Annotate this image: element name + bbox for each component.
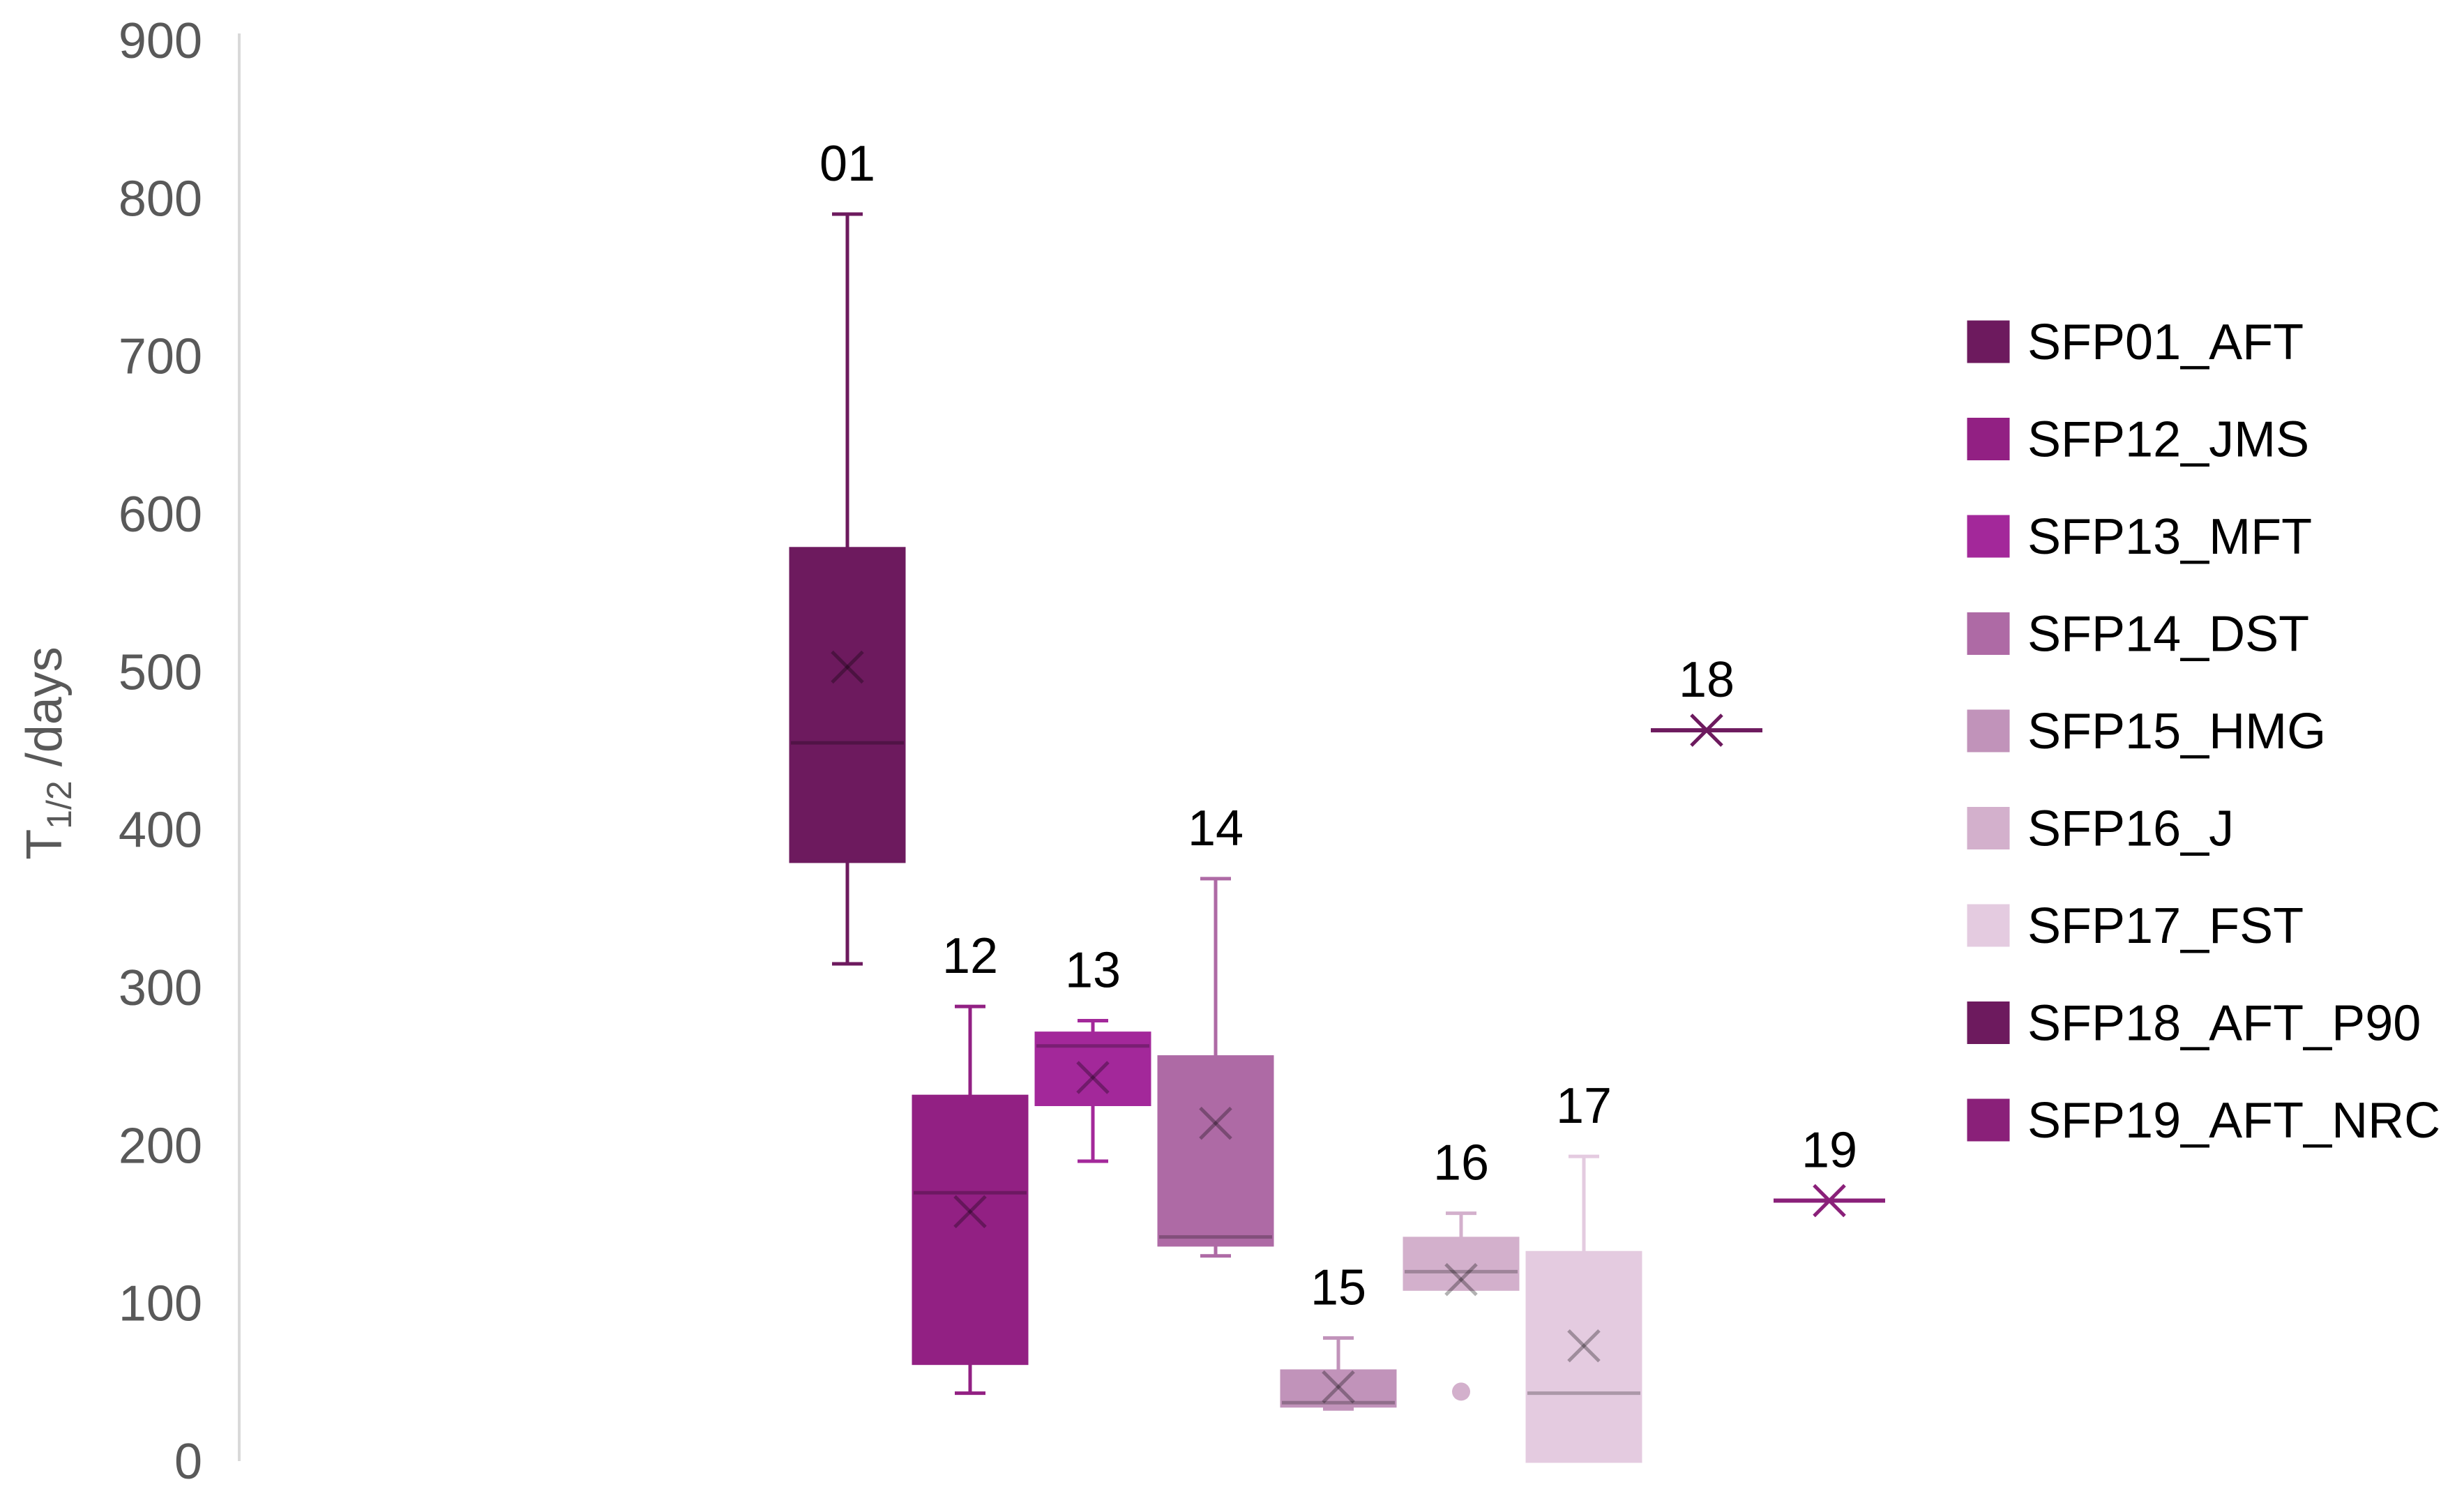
y-tick-label: 100 [119, 1276, 202, 1332]
box-label: 12 [942, 928, 998, 984]
iqr-box [1403, 1237, 1520, 1291]
legend-label: SFP13_MFT [2027, 509, 2312, 565]
y-axis-label-main: T [17, 829, 73, 860]
y-axis-label: T1/2 /days [17, 647, 79, 860]
y-tick-label: 500 [119, 644, 202, 700]
legend-swatch [1967, 418, 2010, 460]
box-label: 19 [1801, 1123, 1857, 1179]
box-18: 18 [1651, 652, 1762, 747]
legend: SFP01_AFT SFP12_JMS SFP13_MFT SFP14_DST SFP1… [1967, 315, 2440, 1149]
legend-item: SFP19_AFT_NRC [1967, 1093, 2440, 1149]
iqr-box [1157, 1055, 1274, 1247]
iqr-box [1280, 1369, 1397, 1408]
y-tick-label: 700 [119, 329, 202, 385]
y-axis-label-rest: /days [17, 647, 73, 780]
mean-marker [953, 1195, 987, 1229]
box-13: 13 [1034, 943, 1151, 1163]
y-tick-label: 900 [119, 13, 202, 69]
legend-label: SFP18_AFT_P90 [2027, 996, 2421, 1052]
iqr-box [912, 1094, 1029, 1366]
legend-swatch [1967, 1001, 2010, 1044]
legend-label: SFP16_J [2027, 801, 2234, 857]
legend-item: SFP18_AFT_P90 [1967, 996, 2421, 1052]
iqr-box [1034, 1031, 1151, 1106]
legend-swatch [1967, 807, 2010, 849]
box-17: 17 [1525, 1078, 1642, 1463]
legend-swatch [1967, 1098, 2010, 1142]
box-label: 14 [1188, 801, 1244, 856]
y-tick-label: 800 [119, 171, 202, 227]
legend-label: SFP17_FST [2027, 898, 2304, 954]
mean-marker [1076, 1061, 1110, 1094]
legend-label: SFP14_DST [2027, 607, 2309, 663]
legend-swatch [1967, 904, 2010, 947]
mean-marker [1322, 1370, 1355, 1404]
mean-marker [1690, 713, 1723, 747]
iqr-box [789, 547, 906, 863]
legend-label: SFP01_AFT [2027, 315, 2304, 370]
box-19: 19 [1774, 1123, 1885, 1218]
mean-marker [1444, 1262, 1478, 1296]
iqr-box [1525, 1250, 1642, 1463]
mean-marker [831, 650, 864, 684]
mean-marker [831, 650, 864, 684]
legend-item: SFP15_HMG [1967, 704, 2326, 759]
mean-marker [953, 1195, 987, 1229]
box-label: 01 [819, 136, 875, 192]
mean-marker [1322, 1370, 1355, 1404]
y-tick-label: 0 [174, 1434, 202, 1490]
box-12: 12 [912, 928, 1029, 1396]
mean-marker [1567, 1329, 1601, 1363]
box-label: 13 [1065, 943, 1121, 999]
legend-item: SFP16_J [1967, 801, 2234, 857]
mean-marker [1076, 1061, 1110, 1094]
box-15: 15 [1280, 1260, 1397, 1411]
outlier-point [1452, 1382, 1470, 1401]
box-label: 17 [1556, 1078, 1612, 1134]
box-16: 16 [1403, 1135, 1520, 1401]
legend-label: SFP12_JMS [2027, 412, 2309, 468]
mean-marker [1199, 1106, 1232, 1140]
legend-item: SFP14_DST [1967, 607, 2309, 663]
mean-marker [1567, 1329, 1601, 1363]
y-tick-label: 400 [119, 803, 202, 859]
mean-marker [1813, 1184, 1846, 1218]
legend-item: SFP01_AFT [1967, 315, 2304, 370]
legend-item: SFP13_MFT [1967, 509, 2312, 565]
y-axis-label-sub: 1/2 [40, 780, 79, 829]
mean-marker [1199, 1106, 1232, 1140]
box-01: 01 [789, 136, 906, 966]
y-tick-label: 300 [119, 960, 202, 1016]
y-tick-label: 200 [119, 1118, 202, 1174]
box-14: 14 [1157, 801, 1274, 1258]
legend-label: SFP19_AFT_NRC [2027, 1093, 2440, 1149]
box-label: 15 [1310, 1260, 1366, 1315]
legend-swatch [1967, 709, 2010, 753]
box-label: 16 [1433, 1135, 1489, 1191]
legend-swatch [1967, 320, 2010, 363]
box-label: 18 [1679, 652, 1735, 708]
legend-item: SFP17_FST [1967, 898, 2304, 954]
legend-label: SFP15_HMG [2027, 704, 2326, 759]
legend-swatch [1967, 515, 2010, 558]
legend-swatch [1967, 612, 2010, 655]
mean-marker [1444, 1262, 1478, 1296]
boxes: 01 12 13 14 15 16 17 18 19 [789, 136, 1885, 1463]
legend-item: SFP12_JMS [1967, 412, 2309, 468]
y-axis: 0 100 200 300 400 500 600 700 800 900 [119, 13, 241, 1490]
y-tick-label: 600 [119, 487, 202, 543]
